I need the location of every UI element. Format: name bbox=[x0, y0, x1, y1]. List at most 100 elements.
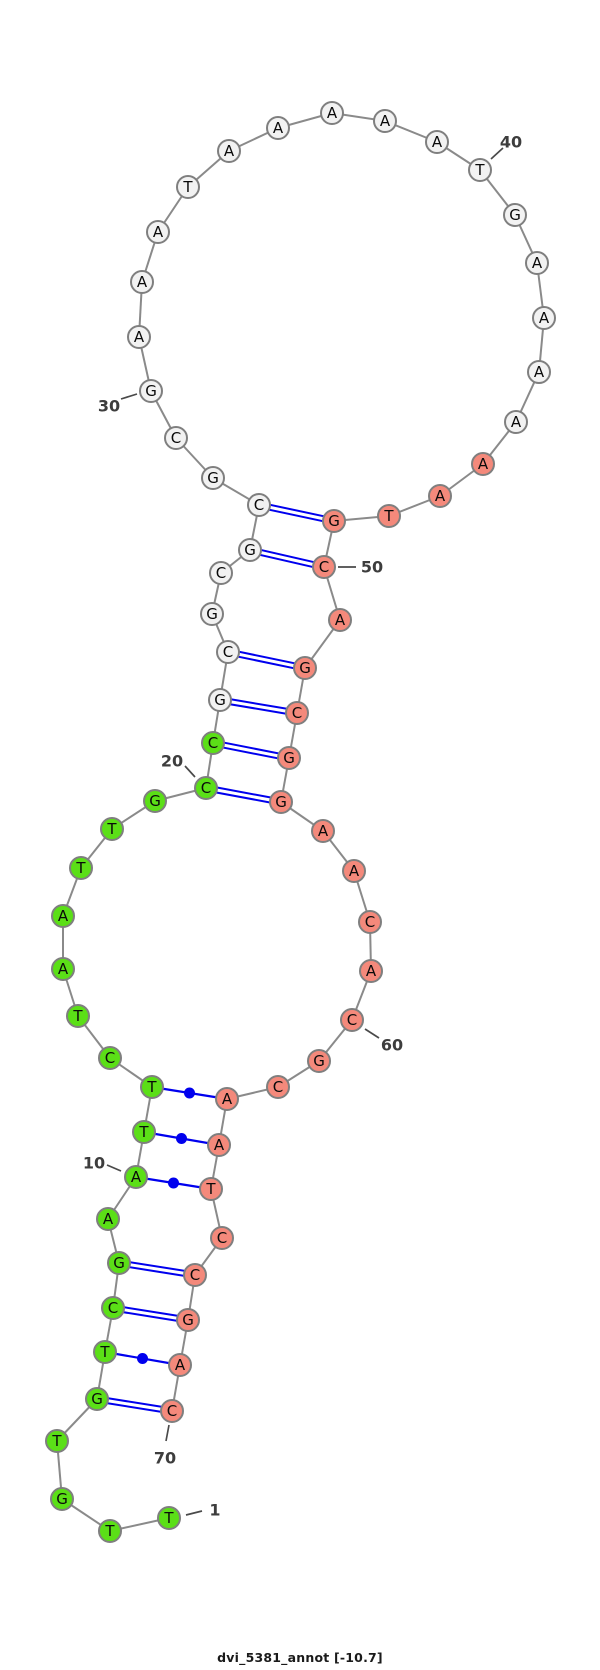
nucleotide-base-6: T bbox=[99, 1343, 110, 1361]
label-leader bbox=[490, 147, 504, 160]
nucleotide-base-24: G bbox=[206, 605, 218, 623]
nucleotide-base-28: G bbox=[207, 469, 219, 487]
nucleotide-53 bbox=[285, 701, 309, 725]
nucleotide-base-58: C bbox=[365, 913, 375, 931]
nucleotide-51 bbox=[328, 608, 352, 632]
nucleotide-59 bbox=[359, 959, 383, 983]
position-label-50: 50 bbox=[361, 558, 383, 577]
label-leader bbox=[106, 1164, 122, 1172]
nucleotide-base-20: C bbox=[201, 779, 211, 797]
nucleotide-base-23: C bbox=[223, 643, 233, 661]
position-label-30: 30 bbox=[98, 397, 120, 416]
nucleotide-base-60: C bbox=[347, 1011, 357, 1029]
nucleotide-base-47: A bbox=[435, 487, 446, 505]
nucleotide-base-48: T bbox=[383, 507, 394, 525]
nucleotide-2 bbox=[98, 1519, 122, 1543]
nucleotide-13 bbox=[98, 1046, 122, 1070]
nucleotide-base-21: C bbox=[208, 734, 218, 752]
pair-bond-line bbox=[219, 701, 297, 717]
nucleotide-44 bbox=[527, 360, 551, 384]
nucleotide-29 bbox=[164, 426, 188, 450]
nucleotide-15 bbox=[51, 957, 75, 981]
nucleotide-4 bbox=[45, 1429, 69, 1453]
position-label-1: 1 bbox=[209, 1501, 220, 1520]
nucleotide-35 bbox=[217, 139, 241, 163]
nucleotide-base-37: A bbox=[327, 104, 338, 122]
nucleotide-55 bbox=[269, 790, 293, 814]
nucleotide-23 bbox=[216, 640, 240, 664]
nucleotide-base-55: G bbox=[275, 793, 287, 811]
label-leader bbox=[120, 393, 138, 400]
nucleotide-69 bbox=[168, 1353, 192, 1377]
nucleotide-base-16: A bbox=[58, 907, 69, 925]
nucleotide-70 bbox=[160, 1399, 184, 1423]
nucleotide-9 bbox=[96, 1207, 120, 1231]
nucleotide-base-19: G bbox=[149, 792, 161, 810]
nucleotide-41 bbox=[503, 203, 527, 227]
position-label-10: 10 bbox=[83, 1154, 105, 1173]
nucleotide-base-43: A bbox=[539, 309, 550, 327]
nucleotide-49 bbox=[322, 509, 346, 533]
label-leader bbox=[364, 1028, 380, 1039]
pair-bond-line bbox=[227, 653, 305, 672]
nucleotide-base-54: G bbox=[283, 749, 295, 767]
nucleotide-base-50: C bbox=[319, 558, 329, 576]
nucleotide-52 bbox=[293, 656, 317, 680]
pair-bond-line bbox=[212, 744, 289, 762]
nucleotide-base-9: A bbox=[103, 1210, 114, 1228]
nucleotide-8 bbox=[107, 1251, 131, 1275]
nucleotide-7 bbox=[101, 1296, 125, 1320]
nucleotide-base-53: C bbox=[292, 704, 302, 722]
nucleotide-base-66: C bbox=[217, 1229, 227, 1247]
nucleotide-base-64: A bbox=[214, 1136, 225, 1154]
nucleotide-base-17: T bbox=[75, 859, 86, 877]
nucleotide-22 bbox=[208, 688, 232, 712]
nucleotide-base-26: G bbox=[244, 541, 256, 559]
nucleotide-12 bbox=[140, 1075, 164, 1099]
nucleotide-5 bbox=[85, 1387, 109, 1411]
nucleotide-38 bbox=[373, 109, 397, 133]
backbone-links bbox=[56, 112, 545, 1532]
pair-bond-line bbox=[259, 501, 335, 520]
pair-bond-dot bbox=[184, 1087, 195, 1099]
nucleotide-base-39: A bbox=[432, 133, 443, 151]
nucleotide-33 bbox=[146, 220, 170, 244]
nucleotide-24 bbox=[200, 602, 224, 626]
nucleotide-57 bbox=[342, 859, 366, 883]
nucleotide-base-2: T bbox=[104, 1522, 115, 1540]
nucleotide-3 bbox=[50, 1487, 74, 1511]
nucleotide-56 bbox=[311, 819, 335, 843]
pair-bond-line bbox=[228, 648, 306, 667]
label-leader bbox=[165, 1424, 170, 1442]
nucleotide-47 bbox=[428, 484, 452, 508]
pair-bond-line bbox=[112, 1309, 188, 1324]
pair-bond-line bbox=[220, 696, 298, 712]
pair-bond-line bbox=[258, 506, 334, 525]
nucleotide-base-4: T bbox=[51, 1432, 62, 1450]
nucleotide-10 bbox=[124, 1165, 148, 1189]
position-label-70: 70 bbox=[154, 1449, 176, 1468]
nucleotide-20 bbox=[194, 776, 218, 800]
nucleotide-base-45: A bbox=[511, 413, 522, 431]
nucleotide-base-35: A bbox=[224, 142, 235, 160]
nucleotide-base-40: T bbox=[474, 161, 485, 179]
nucleotide-67 bbox=[183, 1263, 207, 1287]
nucleotide-base-34: T bbox=[182, 178, 193, 196]
nucleotide-37 bbox=[320, 101, 344, 125]
position-label-20: 20 bbox=[161, 752, 183, 771]
pair-bond-dot bbox=[137, 1353, 148, 1364]
nucleotide-1 bbox=[157, 1506, 181, 1530]
nucleotide-14 bbox=[66, 1004, 90, 1028]
nucleotide-base-49: G bbox=[328, 512, 340, 530]
nucleotide-17 bbox=[69, 856, 93, 880]
nucleotide-base-67: C bbox=[190, 1266, 200, 1284]
nucleotide-base-56: A bbox=[318, 822, 329, 840]
nucleotide-28 bbox=[201, 466, 225, 490]
nucleotide-39 bbox=[425, 130, 449, 154]
nucleotide-base-41: G bbox=[509, 206, 521, 224]
nucleotide-base-5: G bbox=[91, 1390, 103, 1408]
nucleotide-base-18: T bbox=[106, 820, 117, 838]
nucleotide-base-36: A bbox=[273, 119, 284, 137]
label-leader-lines bbox=[106, 147, 504, 1516]
